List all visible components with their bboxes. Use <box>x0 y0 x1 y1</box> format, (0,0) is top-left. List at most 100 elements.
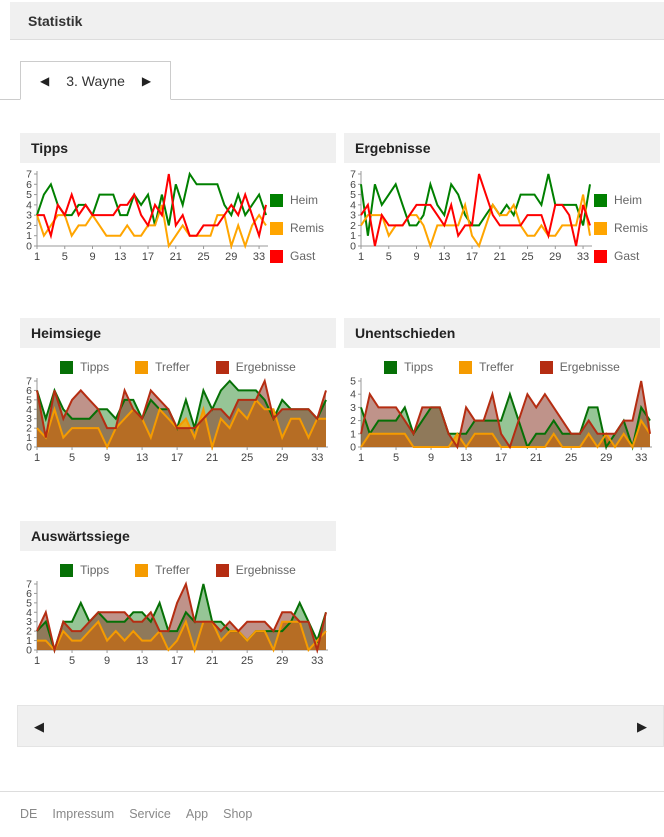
svg-text:5: 5 <box>393 452 399 464</box>
svg-text:4: 4 <box>26 607 32 619</box>
legend-swatch-ergebnisse <box>215 360 229 374</box>
chart-panel-header-heimsiege: Heimsiege <box>20 318 336 348</box>
legend-item-treffer: Treffer <box>459 360 514 374</box>
pager-bar: ◀ ▶ <box>17 705 664 747</box>
chart-panel-tipps: Tipps 0 1 2 3 4 5 6 7 1 5 9 13 17 21 25 29 33 Heim Remis Gas… <box>20 133 336 270</box>
svg-text:0: 0 <box>26 442 32 454</box>
svg-text:9: 9 <box>413 251 419 263</box>
tab-next-icon[interactable]: ▶ <box>141 73 152 88</box>
svg-text:2: 2 <box>26 423 32 435</box>
svg-text:25: 25 <box>565 452 577 464</box>
svg-text:7: 7 <box>26 579 32 591</box>
svg-text:6: 6 <box>26 588 32 600</box>
legend-item-gast: Gast <box>270 249 324 263</box>
tab-label: 3. Wayne <box>66 72 125 89</box>
pager-prev-button[interactable]: ◀ <box>34 718 44 734</box>
legend-swatch-treffer <box>459 360 473 374</box>
svg-text:13: 13 <box>438 251 450 263</box>
svg-text:3: 3 <box>26 210 32 222</box>
chart-panel-header-tipps: Tipps <box>20 133 336 163</box>
svg-text:33: 33 <box>253 251 265 263</box>
legend-swatch-gast <box>270 249 283 263</box>
footer-link-service[interactable]: Service <box>129 807 171 821</box>
tab-wayne[interactable]: ◀ 3. Wayne ▶ <box>20 61 172 100</box>
legend-item-treffer: Treffer <box>135 563 190 577</box>
legend-item-ergebnisse: Ergebnisse <box>215 563 296 577</box>
chart-title-auswaertssiege: Auswärtssiege <box>31 528 130 544</box>
svg-text:5: 5 <box>69 655 75 667</box>
svg-text:29: 29 <box>225 251 237 263</box>
svg-text:13: 13 <box>460 452 472 464</box>
svg-text:29: 29 <box>276 655 288 667</box>
svg-text:25: 25 <box>197 251 209 263</box>
svg-text:33: 33 <box>311 452 323 464</box>
chart-title-ergebnisse: Ergebnisse <box>355 140 431 156</box>
footer-link-app[interactable]: App <box>185 807 209 821</box>
svg-text:1: 1 <box>358 452 364 464</box>
svg-text:1: 1 <box>34 251 40 263</box>
chart-panel-heimsiege: Heimsiege Tipps Treffer Ergebnisse 0 1 2 3 4 5 6 7 1… <box>20 318 336 473</box>
svg-text:21: 21 <box>530 452 542 464</box>
legend-ergebnisse: Heim Remis Gast <box>594 193 648 270</box>
legend-unentschieden: Tipps Treffer Ergebnisse <box>344 360 660 374</box>
pager-next-button[interactable]: ▶ <box>637 718 647 734</box>
svg-text:29: 29 <box>276 452 288 464</box>
legend-swatch-treffer <box>135 563 149 577</box>
svg-text:2: 2 <box>350 220 356 232</box>
svg-text:7: 7 <box>350 169 356 181</box>
svg-text:3: 3 <box>350 210 356 222</box>
legend-item-tipps: Tipps <box>384 360 433 374</box>
svg-text:5: 5 <box>350 189 356 201</box>
page-title: Statistik <box>28 12 83 29</box>
svg-text:21: 21 <box>494 251 506 263</box>
svg-text:13: 13 <box>114 251 126 263</box>
svg-text:4: 4 <box>350 199 356 211</box>
chart-body-ergebnisse: 0 1 2 3 4 5 6 7 1 5 9 13 17 21 25 29 33 Heim Remis Gast <box>344 163 660 270</box>
svg-text:33: 33 <box>577 251 589 263</box>
svg-text:13: 13 <box>136 452 148 464</box>
legend-item-treffer: Treffer <box>135 360 190 374</box>
svg-text:6: 6 <box>26 179 32 191</box>
svg-text:1: 1 <box>26 432 32 444</box>
svg-text:9: 9 <box>89 251 95 263</box>
svg-text:4: 4 <box>26 404 32 416</box>
chart-panel-header-ergebnisse: Ergebnisse <box>344 133 660 163</box>
svg-text:5: 5 <box>62 251 68 263</box>
svg-text:1: 1 <box>34 655 40 667</box>
svg-text:21: 21 <box>206 452 218 464</box>
svg-text:9: 9 <box>104 452 110 464</box>
legend-swatch-remis <box>594 221 607 235</box>
legend-swatch-tipps <box>60 360 74 374</box>
chart-panel-ergebnisse: Ergebnisse 0 1 2 3 4 5 6 7 1 5 9 13 17 21 25 29 33 Heim Rem… <box>344 133 660 270</box>
svg-text:17: 17 <box>142 251 154 263</box>
legend-swatch-tipps <box>60 563 74 577</box>
svg-text:25: 25 <box>241 452 253 464</box>
footer-link-shop[interactable]: Shop <box>223 807 253 821</box>
svg-text:2: 2 <box>26 626 32 638</box>
tab-bar: ◀ 3. Wayne ▶ <box>0 61 664 100</box>
svg-text:9: 9 <box>104 655 110 667</box>
footer-link-de[interactable]: DE <box>20 807 38 821</box>
svg-text:33: 33 <box>311 655 323 667</box>
legend-swatch-tipps <box>384 360 398 374</box>
svg-text:29: 29 <box>549 251 561 263</box>
svg-text:0: 0 <box>350 442 356 454</box>
svg-text:33: 33 <box>635 452 647 464</box>
svg-text:0: 0 <box>26 241 32 253</box>
svg-text:2: 2 <box>26 220 32 232</box>
svg-text:13: 13 <box>136 655 148 667</box>
chart-panel-header-auswaertssiege: Auswärtssiege <box>20 521 336 551</box>
footer-link-impressum[interactable]: Impressum <box>52 807 115 821</box>
tab-prev-icon[interactable]: ◀ <box>40 73 50 88</box>
charts-grid: Tipps 0 1 2 3 4 5 6 7 1 5 9 13 17 21 25 29 33 Heim Remis Gas… <box>0 100 664 676</box>
legend-swatch-ergebnisse <box>215 563 229 577</box>
svg-text:25: 25 <box>241 655 253 667</box>
svg-text:5: 5 <box>26 189 32 201</box>
chart-body-unentschieden: Tipps Treffer Ergebnisse 0 1 2 3 4 5 1 5 9 13 17 21 25 2… <box>344 348 660 473</box>
svg-text:17: 17 <box>466 251 478 263</box>
legend-item-heim: Heim <box>270 193 324 207</box>
